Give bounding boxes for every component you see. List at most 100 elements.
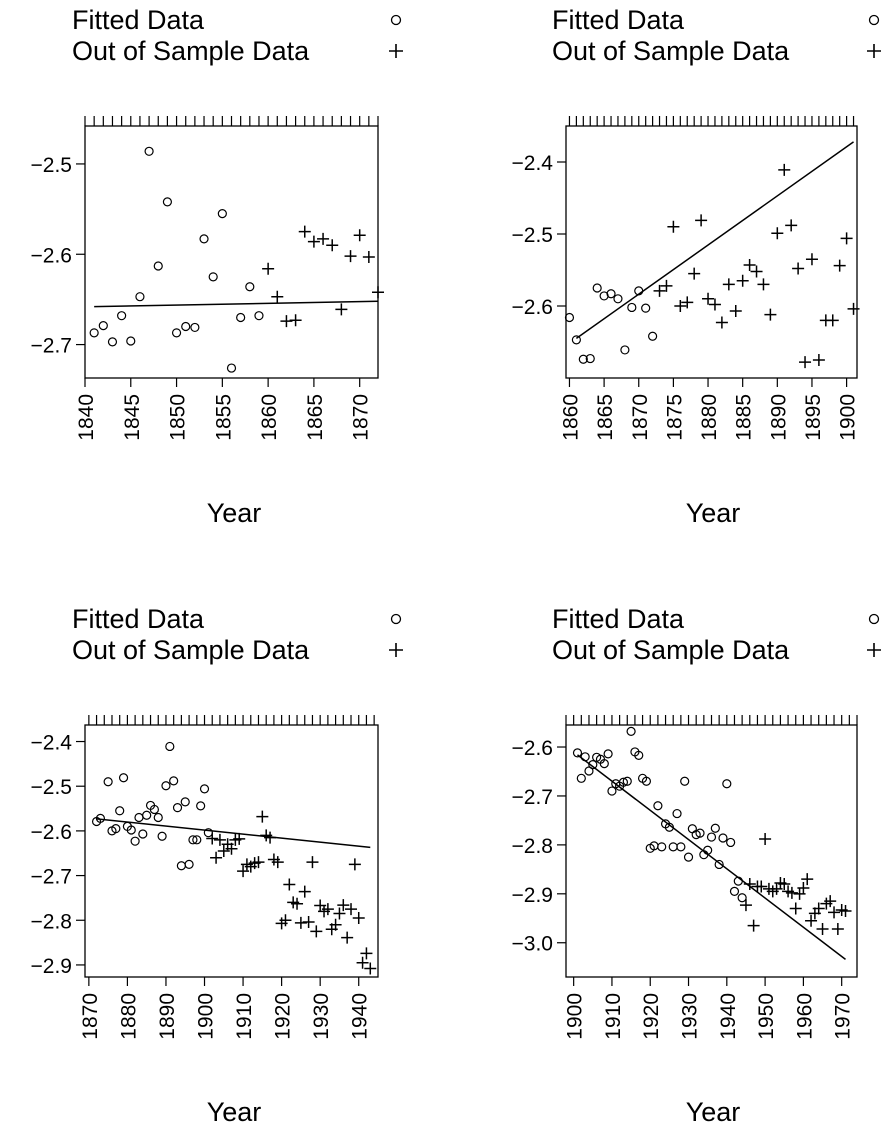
x-tick-label: 1880 [117,993,140,1040]
legend-oos-label-2: Out of Sample Data [552,36,790,66]
x-tick-label: 1970 [832,993,855,1040]
fitted-point [245,282,255,292]
regression-line [94,300,379,308]
oos-point [352,912,365,925]
fitted-point [118,773,129,783]
y-tick-label: −2.9 [512,884,553,907]
oos-point [759,833,772,846]
oos-point [816,923,829,936]
x-tick-label: 1870 [79,993,102,1040]
fitted-point [592,283,602,293]
fitted-point [641,303,651,313]
x-tick-label: 1885 [733,394,756,441]
oos-point [289,314,302,327]
fitted-point [165,741,175,752]
x-tick-label: 1930 [679,993,702,1040]
fitted-point [603,749,613,759]
fitted-point [578,354,588,364]
fitted-point [126,336,136,346]
x-tick-label: 1960 [793,993,816,1040]
fitted-point [149,804,159,815]
oos-point [799,356,812,369]
oos-point [306,856,319,869]
oos-point [840,232,853,245]
fitted-point [634,750,644,760]
oos-point [280,315,293,328]
regression-line [575,141,854,340]
x-axis-label-2: Year [686,498,741,528]
fitted-point [199,784,210,794]
fitted-point [162,197,173,207]
oos-point [335,303,348,316]
fitted-point [138,829,148,839]
oos-point [271,290,284,303]
fitted-point [687,824,697,834]
fitted-point [580,752,590,762]
oos-point [826,314,839,327]
plot-frame [565,125,858,379]
x-axis-label-1: Year [207,498,262,528]
fitted-point [169,776,179,786]
oos-point [337,899,350,912]
oos-point [722,278,735,291]
fitted-point [199,234,209,244]
oos-point [757,278,770,291]
fitted-point [648,331,658,341]
y-tick-label: −2.7 [31,335,72,358]
fitted-point [620,345,630,355]
fitted-point [172,803,183,813]
fitted-point [135,292,145,302]
x-tick-label: 1850 [167,394,190,441]
oos-point [812,902,825,915]
fitted-point [181,321,191,332]
fitted-point [153,812,163,823]
y-tick-label: −3.0 [512,933,553,956]
fitted-point [718,833,728,843]
oos-point [317,232,330,245]
x-tick-label: 1875 [663,394,686,441]
oos-point [294,916,307,929]
fitted-point [729,886,740,896]
x-tick-label: 1940 [717,993,740,1040]
oos-point [341,931,354,944]
fitted-point [217,209,227,219]
fitted-point [618,777,629,787]
oos-point [206,832,219,845]
fitted-point [188,835,198,845]
oos-point [364,962,377,975]
oos-point [326,239,339,252]
y-tick-label: −2.6 [512,296,553,319]
fitted-point [626,726,636,736]
oos-point [805,253,818,266]
panel-2: Fitted Data Out of Sample Data Year 1860… [512,5,881,528]
regression-line [96,818,371,849]
legend-oos-label-1: Out of Sample Data [72,36,310,66]
oos-point [755,880,768,893]
fitted-point [208,272,218,282]
y-tick-label: −2.6 [512,737,553,760]
fitted-point [111,824,121,834]
y-tick-label: −2.8 [512,835,553,858]
oos-point [291,897,304,910]
fitted-point [683,852,694,862]
fitted-point [95,813,106,823]
oos-point [702,292,715,305]
fitted-point [726,837,736,848]
legend-fitted-label-3: Fitted Data [72,604,205,634]
oos-point [771,227,784,240]
legend-oos-label-4: Out of Sample Data [552,635,790,665]
fitted-point [572,748,583,758]
fitted-point [585,353,595,364]
oos-point [283,878,296,891]
x-tick-label: 1840 [75,394,98,441]
x-tick-label: 1900 [195,993,218,1040]
fitted-point [571,335,581,345]
x-tick-label: 1880 [698,394,721,441]
fitted-point [622,776,632,786]
fitted-point [103,777,113,787]
oos-point [750,265,763,278]
oos-point [715,316,728,329]
oos-point [321,903,334,916]
y-tick-label: −2.5 [31,154,72,177]
